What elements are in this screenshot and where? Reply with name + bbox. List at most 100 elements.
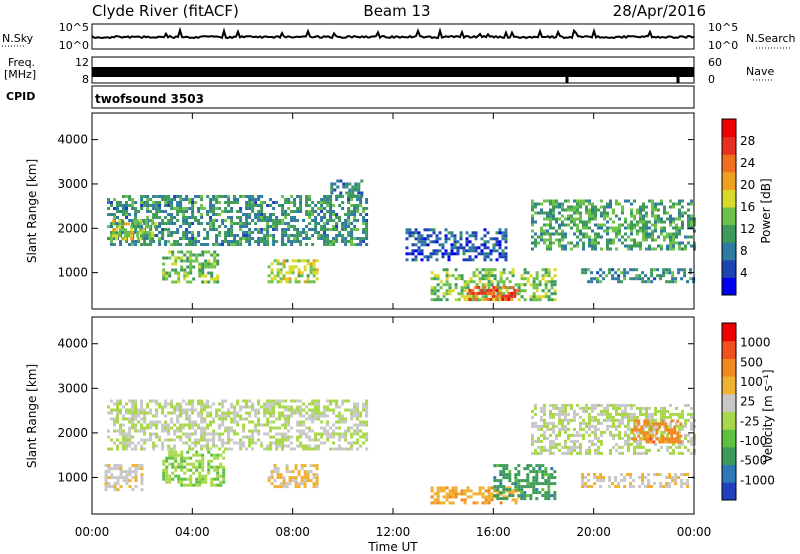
echo-cell [508, 280, 512, 284]
echo-cell [344, 225, 348, 228]
echo-cell [635, 274, 639, 278]
echo-cell [444, 237, 448, 241]
echo-cell [131, 198, 135, 201]
echo-cell [297, 485, 301, 489]
echo-cell [359, 201, 363, 204]
echo-cell [624, 430, 627, 434]
echo-cell [116, 438, 119, 442]
echo-cell [143, 222, 147, 225]
echo-cell [191, 411, 195, 415]
echo-cell [281, 222, 285, 225]
echo-cell [499, 470, 503, 474]
echo-cell [182, 234, 186, 237]
colorbar-tick-label: 28 [740, 134, 755, 148]
echo-cell [502, 268, 506, 272]
echo-cell [597, 427, 600, 431]
echo-cell [653, 277, 657, 281]
echo-cell [296, 435, 300, 439]
echo-cell [299, 204, 303, 207]
echo-cell [672, 220, 675, 224]
echo-cell [233, 195, 237, 198]
echo-cell [113, 476, 117, 480]
echo-cell [672, 442, 675, 446]
echo-cell [221, 438, 225, 442]
echo-cell [347, 447, 351, 451]
echo-cell [558, 406, 561, 410]
echo-cell [532, 476, 536, 480]
echo-cell [531, 214, 534, 218]
echo-cell [221, 432, 225, 436]
echo-cell [145, 222, 149, 226]
echo-cell [216, 262, 220, 266]
echo-cell [293, 399, 297, 403]
echo-cell [490, 271, 494, 275]
echo-cell [272, 441, 276, 445]
echo-cell [131, 243, 135, 246]
echo-cell [191, 222, 195, 225]
echo-cell [549, 439, 552, 443]
echo-cell [620, 473, 624, 476]
echo-cell [206, 423, 210, 427]
echo-cell [468, 291, 472, 295]
echo-cell [640, 428, 644, 432]
echo-cell [668, 280, 672, 284]
echo-cell [182, 210, 186, 213]
echo-cell [320, 198, 324, 201]
echo-cell [600, 433, 603, 437]
echo-cell [531, 439, 534, 443]
echo-cell [176, 426, 180, 430]
echo-cell [125, 476, 129, 480]
echo-cell [463, 492, 467, 496]
echo-cell [668, 476, 672, 479]
echo-cell [110, 201, 113, 204]
echo-cell [317, 414, 321, 418]
echo-cell [448, 501, 452, 505]
echo-cell [323, 222, 327, 225]
echo-cell [547, 479, 551, 483]
echo-cell [137, 467, 141, 471]
echo-cell [273, 277, 277, 281]
echo-cell [164, 426, 168, 430]
echo-cell [143, 408, 147, 412]
echo-cell [429, 255, 433, 259]
echo-cell [254, 408, 258, 412]
echo-cell [191, 204, 195, 207]
echo-cell [356, 237, 360, 240]
echo-cell [299, 210, 303, 213]
echo-cell [689, 277, 693, 281]
echo-cell [496, 280, 500, 284]
echo-cell [678, 208, 681, 212]
echo-cell [128, 243, 132, 246]
echo-cell [275, 201, 279, 204]
echo-cell [177, 250, 181, 254]
echo-cell [648, 220, 651, 224]
echo-cell [538, 491, 542, 495]
echo-cell [543, 412, 546, 416]
echo-cell [218, 234, 222, 237]
echo-cell [555, 406, 558, 410]
echo-cell [663, 415, 666, 419]
echo-cell [531, 415, 534, 419]
echo-cell [517, 479, 521, 483]
echo-cell [192, 453, 196, 457]
echo-cell [490, 268, 494, 272]
echo-cell [140, 195, 144, 198]
echo-cell [266, 219, 270, 222]
echo-cell [291, 268, 295, 272]
echo-cell [191, 198, 195, 201]
echo-cell [550, 286, 554, 290]
echo-cell [630, 211, 633, 215]
echo-cell [198, 480, 202, 484]
echo-cell [543, 409, 546, 413]
echo-cell [535, 298, 539, 302]
echo-cell [649, 428, 653, 432]
echo-cell [535, 277, 539, 281]
echo-cell [669, 199, 672, 203]
echo-cell [312, 280, 316, 284]
echo-cell [451, 492, 455, 496]
echo-cell [505, 488, 509, 492]
echo-cell [567, 241, 570, 245]
echo-cell [128, 219, 132, 222]
echo-cell [177, 274, 181, 278]
echo-cell [201, 265, 205, 269]
